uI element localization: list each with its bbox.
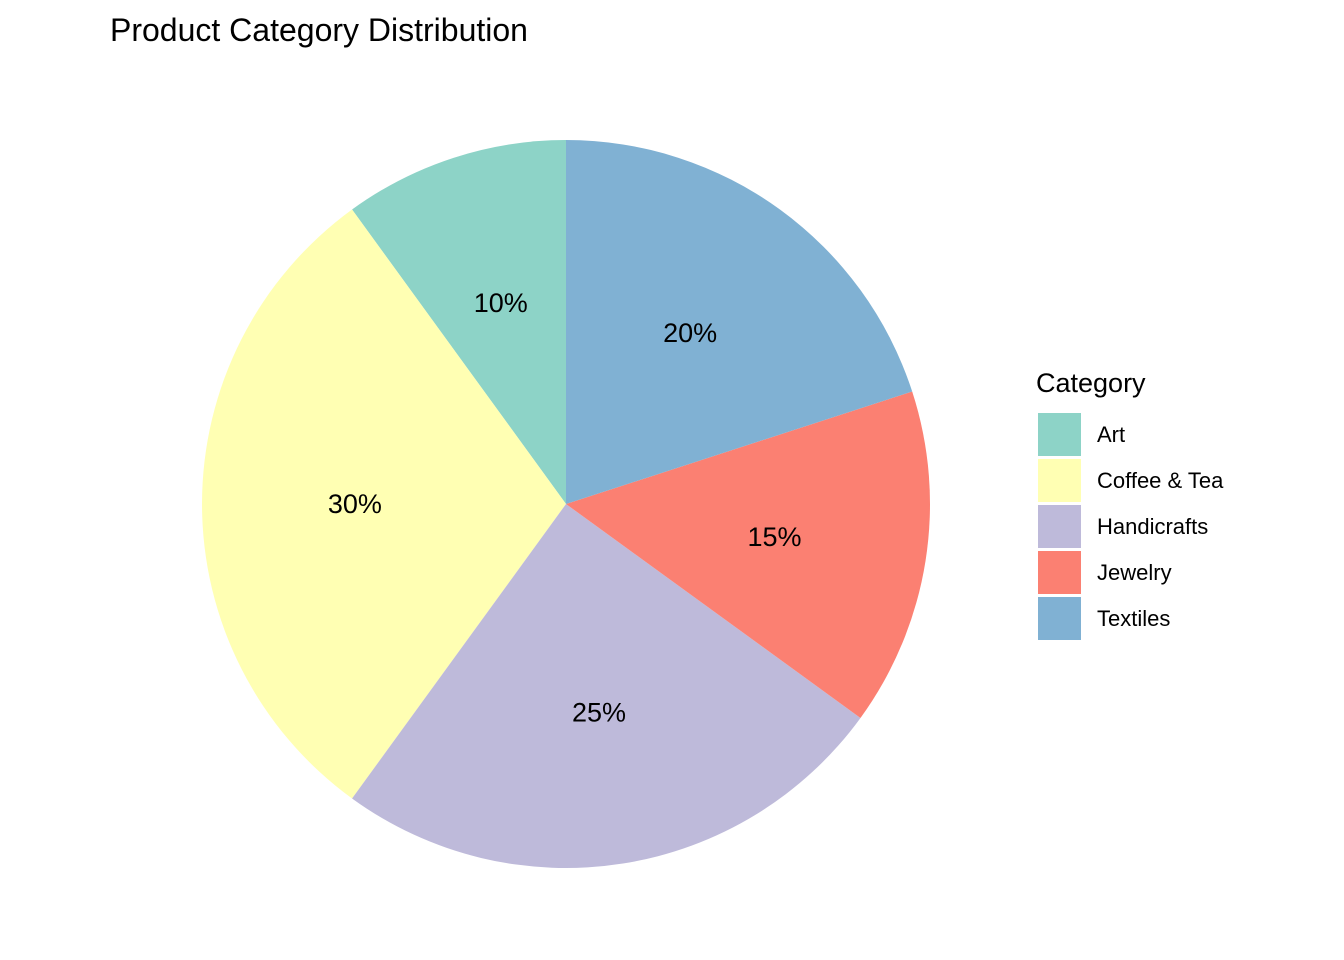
legend: Category Art Coffee & Tea Handicrafts Jewel… (1036, 368, 1224, 640)
pie-slice-labels: 10% 30% 25% 15% 20% (328, 288, 802, 727)
legend-items: Art Coffee & Tea Handicrafts Jewelry Textile… (1038, 413, 1224, 640)
legend-key-textiles (1038, 597, 1081, 640)
slice-label-coffee-tea: 30% (328, 489, 382, 519)
slice-label-textiles: 20% (663, 318, 717, 348)
pie-slice-textiles (566, 140, 913, 504)
legend-title: Category (1036, 368, 1146, 398)
pie-slice-coffee-tea (202, 209, 566, 799)
legend-key-handicrafts (1038, 505, 1081, 548)
chart-title: Product Category Distribution (110, 12, 528, 48)
legend-key-coffee-tea (1038, 459, 1081, 502)
legend-label-coffee-tea: Coffee & Tea (1097, 468, 1224, 493)
pie-slice-art (352, 140, 566, 504)
pie-slice-handicrafts (352, 504, 861, 868)
slice-label-jewelry: 15% (747, 522, 801, 552)
legend-label-art: Art (1097, 422, 1125, 447)
slice-label-handicrafts: 25% (572, 698, 626, 728)
legend-key-art (1038, 413, 1081, 456)
pie-slices (202, 140, 930, 868)
pie-slice-jewelry (566, 391, 930, 718)
legend-label-handicrafts: Handicrafts (1097, 514, 1208, 539)
slice-label-art: 10% (474, 288, 528, 318)
legend-label-jewelry: Jewelry (1097, 560, 1172, 585)
legend-key-jewelry (1038, 551, 1081, 594)
legend-label-textiles: Textiles (1097, 606, 1170, 631)
